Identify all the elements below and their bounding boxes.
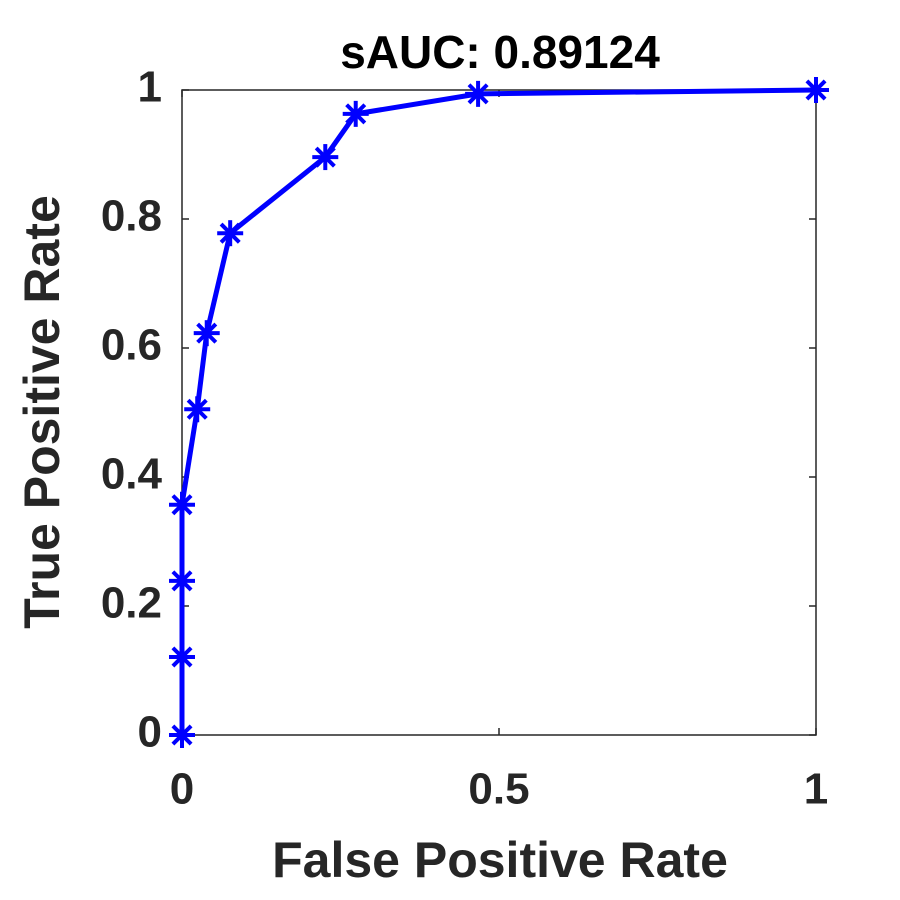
y-axis-label: True Positive Rate [14, 195, 70, 629]
x-tick-label: 0 [170, 765, 194, 814]
data-point [169, 722, 195, 748]
x-tick-label: 0.5 [468, 765, 529, 814]
y-tick-label: 0.6 [101, 321, 162, 370]
y-tick-label: 0 [138, 708, 162, 757]
data-point [184, 396, 211, 423]
plot-frame [181, 89, 817, 736]
x-tick-label: 1 [804, 765, 828, 814]
data-point [312, 144, 339, 171]
data-point [193, 320, 220, 347]
chart-title: sAUC: 0.89124 [340, 26, 660, 78]
data-point [169, 491, 195, 518]
data-point [465, 80, 492, 107]
data-point [803, 77, 829, 103]
y-tick-label: 0.2 [101, 579, 162, 628]
data-point [217, 220, 244, 247]
x-axis-label: False Positive Rate [272, 832, 728, 888]
data-point [169, 643, 195, 670]
data-point [169, 567, 195, 594]
y-tick-label: 0.4 [101, 450, 163, 499]
data-point [342, 100, 369, 127]
y-tick-label: 0.8 [101, 192, 162, 241]
y-tick-label: 1 [138, 63, 162, 112]
